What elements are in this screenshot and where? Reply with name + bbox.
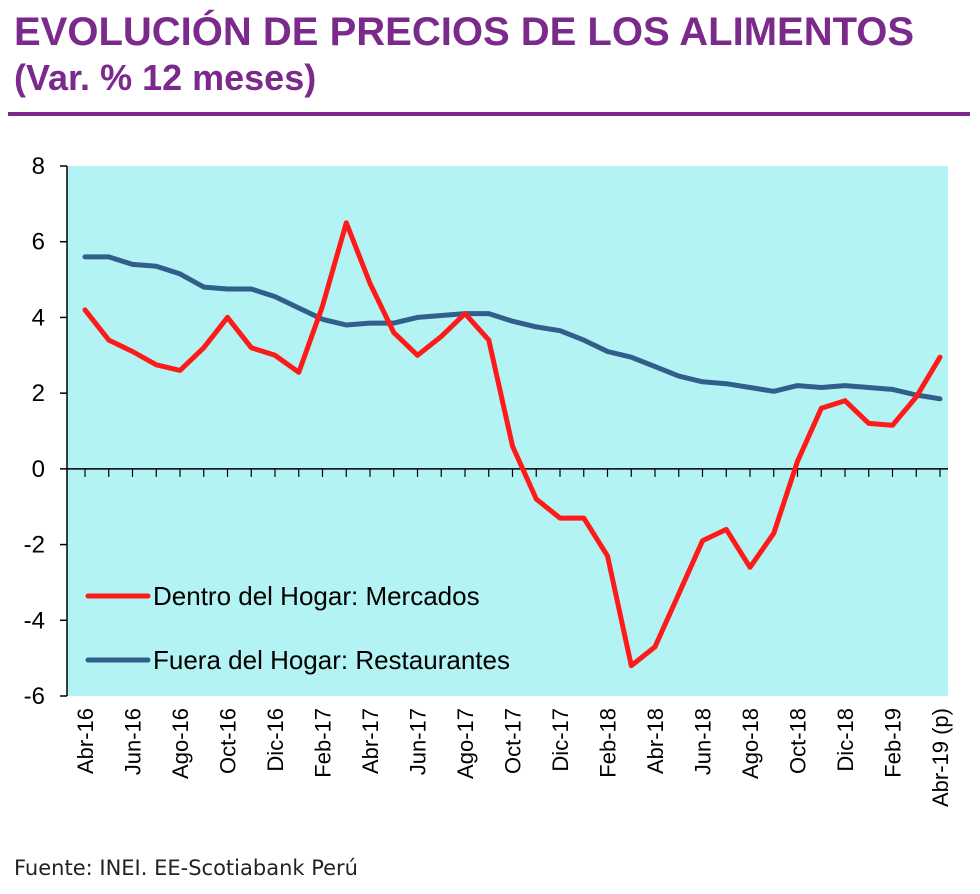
x-tick-label: Oct-17 <box>501 708 526 774</box>
x-tick-label: Jun-16 <box>121 708 146 775</box>
series-lines <box>82 220 943 669</box>
x-tick-label: Ago-17 <box>453 708 478 779</box>
y-tick-label: 0 <box>32 456 45 483</box>
x-tick-label: Ago-16 <box>168 708 193 779</box>
x-tick-label: Dic-16 <box>263 708 288 772</box>
x-tick-label: Jun-17 <box>406 708 431 775</box>
source-note: Fuente: INEI. EE-Scotiabank Perú <box>14 856 358 880</box>
x-tick-label: Ago-18 <box>738 708 763 779</box>
chart-title: EVOLUCIÓN DE PRECIOS DE LOS ALIMENTOS <box>14 10 915 54</box>
x-tick-label: Jun-18 <box>691 708 716 775</box>
x-tick-label: Oct-16 <box>216 708 241 774</box>
y-tick-label: 8 <box>32 153 45 180</box>
chart-subtitle: (Var. % 12 meses) <box>14 57 317 98</box>
x-tick-label: Feb-19 <box>881 708 906 778</box>
x-tick-label: Feb-18 <box>596 708 621 778</box>
x-tick-label: Dic-18 <box>833 708 858 772</box>
x-tick-label: Oct-18 <box>786 708 811 774</box>
x-tick-label: Abr-16 <box>73 708 98 774</box>
y-tick-label: 4 <box>32 304 45 331</box>
y-tick-label: 6 <box>32 229 45 256</box>
x-tick-label: Dic-17 <box>548 708 573 772</box>
y-axis: 8 6 4 2 0 -2 -4 -6 <box>24 153 68 710</box>
series-line-restaurantes <box>82 254 943 402</box>
line-chart: 8 6 4 2 0 -2 -4 -6 Abr-16 Jun-16 Ago-16 Oct-16 Dic-… <box>24 153 953 807</box>
x-tick-label: Abr-17 <box>358 708 383 774</box>
y-tick-label: 2 <box>32 380 45 407</box>
series-line-mercados <box>82 220 943 669</box>
x-axis: Abr-16 Jun-16 Ago-16 Oct-16 Dic-16 Feb-17 Abr-… <box>67 468 953 807</box>
y-tick-label: -2 <box>24 532 45 559</box>
x-tick-label: Abr-19 (p) <box>928 708 953 807</box>
legend: Dentro del Hogar: Mercados Fuera del Hoga… <box>85 581 510 675</box>
y-tick-label: -4 <box>24 607 45 634</box>
x-tick-label: Feb-17 <box>311 708 336 778</box>
legend-label: Fuera del Hogar: Restaurantes <box>153 645 510 675</box>
title-divider <box>8 112 970 116</box>
legend-label: Dentro del Hogar: Mercados <box>153 581 480 611</box>
y-tick-label: -6 <box>24 683 45 710</box>
x-tick-label: Abr-18 <box>643 708 668 774</box>
